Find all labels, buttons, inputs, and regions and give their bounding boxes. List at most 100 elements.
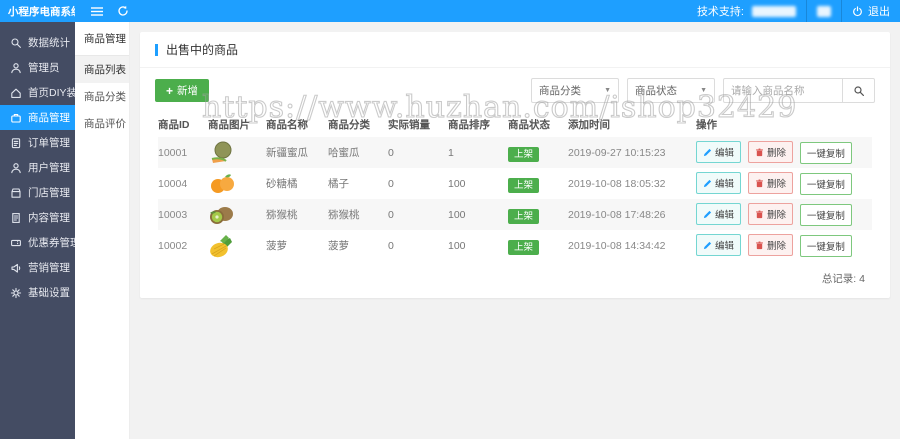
settings-icon xyxy=(10,287,22,298)
col-name: 商品名称 xyxy=(266,118,308,131)
order-icon xyxy=(11,137,21,148)
goods-category: 猕猴桃 xyxy=(328,209,360,221)
add-button[interactable]: + 新增 xyxy=(155,79,210,102)
logout-button[interactable]: 退出 xyxy=(841,0,900,22)
sidebar-item-marketing[interactable]: 营销管理 xyxy=(0,255,75,280)
table-row: 10001 新疆蜜瓜 哈蜜瓜 0 1 上架 2019-09-27 10:15:2… xyxy=(158,137,872,168)
sidebar-item-label: 首页DIY装修 xyxy=(28,87,75,99)
submenu-item-goods-category[interactable]: 商品分类 xyxy=(84,91,126,103)
table-row: 10003 猕猴桃 猕猴桃 0 100 上架 2019-10-08 17:48:… xyxy=(158,199,872,230)
refresh-icon[interactable] xyxy=(117,5,129,17)
caret-down-icon: ▼ xyxy=(604,87,611,94)
goods-category: 哈蜜瓜 xyxy=(328,147,360,159)
total-label: 总记录: xyxy=(821,273,857,285)
category-select[interactable]: 商品分类 ▼ xyxy=(531,78,619,103)
goods-time: 2019-10-08 18:05:32 xyxy=(568,177,666,190)
section-accent-bar xyxy=(155,43,158,56)
goods-name: 菠萝 xyxy=(266,240,287,252)
col-image: 商品图片 xyxy=(208,118,250,131)
goods-sort: 1 xyxy=(448,146,454,159)
support-area: 技术支持: xyxy=(687,0,806,22)
goods-name: 新疆蜜瓜 xyxy=(266,147,308,159)
submenu-item-goods-list[interactable]: 商品列表 xyxy=(75,56,129,83)
col-actions: 操作 xyxy=(696,118,717,131)
edit-button[interactable]: 编辑 xyxy=(696,203,742,226)
sidebar-item-users[interactable]: 用户管理 xyxy=(0,155,75,180)
goods-sales: 0 xyxy=(388,146,394,159)
sidebar-item-stores[interactable]: 门店管理 xyxy=(0,180,75,205)
copy-button[interactable]: 一键复制 xyxy=(799,203,852,226)
sidebar-item-home-diy[interactable]: 首页DIY装修 xyxy=(0,80,75,105)
edit-button[interactable]: 编辑 xyxy=(696,141,742,164)
sidebar-item-data-stats[interactable]: 数据统计 xyxy=(0,30,75,55)
goods-category: 菠萝 xyxy=(328,240,349,252)
sidebar-item-content[interactable]: 内容管理 xyxy=(0,205,75,230)
pencil-icon xyxy=(703,210,712,218)
section-header: 出售中的商品 xyxy=(140,32,890,68)
goods-sort: 100 xyxy=(448,239,466,252)
user-icon xyxy=(11,162,21,173)
product-image-hami-melon xyxy=(211,141,232,163)
pencil-icon xyxy=(703,241,712,249)
col-status: 商品状态 xyxy=(508,118,550,131)
edit-button[interactable]: 编辑 xyxy=(696,172,742,195)
product-image-kiwi xyxy=(210,206,233,224)
goods-id: 10002 xyxy=(158,239,188,252)
goods-time: 2019-09-27 10:15:23 xyxy=(568,146,666,159)
redacted-user-area xyxy=(806,0,841,22)
goods-id: 10001 xyxy=(158,146,188,159)
delete-button[interactable]: 删除 xyxy=(747,203,793,226)
admin-icon xyxy=(11,62,21,73)
trash-icon xyxy=(756,179,763,187)
toolbar: + 新增 商品分类 ▼ 商品状态 ▼ xyxy=(140,68,890,111)
status-select-value: 商品状态 xyxy=(635,85,677,97)
status-badge: 上架 xyxy=(508,208,540,224)
submenu-item-goods-review[interactable]: 商品评价 xyxy=(84,118,126,130)
goods-sales: 0 xyxy=(388,208,394,221)
copy-button[interactable]: 一键复制 xyxy=(799,172,852,195)
app-title: 小程序电商系统 xyxy=(8,5,75,18)
search-button[interactable] xyxy=(843,78,875,103)
sidebar-item-admin[interactable]: 管理员 xyxy=(0,55,75,80)
goods-list-card: https://www.huzhan.com/ishop32429 出售中的商品… xyxy=(140,32,890,298)
marketing-icon xyxy=(11,263,21,273)
status-select[interactable]: 商品状态 ▼ xyxy=(627,78,715,103)
total-value: 4 xyxy=(859,273,865,285)
delete-button[interactable]: 删除 xyxy=(747,141,793,164)
sidebar-item-settings[interactable]: 基础设置 xyxy=(0,280,75,305)
goods-name: 砂糖橘 xyxy=(266,178,298,190)
delete-button[interactable]: 删除 xyxy=(747,234,793,257)
menu-collapse-icon[interactable] xyxy=(91,6,103,16)
goods-table: 商品ID 商品图片 商品名称 商品分类 实际销量 商品排序 商品状态 添加时间 … xyxy=(158,111,872,261)
edit-button[interactable]: 编辑 xyxy=(696,234,742,257)
sidebar-item-orders[interactable]: 订单管理 xyxy=(0,130,75,155)
trash-icon xyxy=(756,210,763,218)
delete-button[interactable]: 删除 xyxy=(747,172,793,195)
power-icon xyxy=(853,5,862,16)
col-id: 商品ID xyxy=(158,118,190,131)
goods-id: 10004 xyxy=(158,177,188,190)
trash-icon xyxy=(756,241,763,249)
filters: 商品分类 ▼ 商品状态 ▼ xyxy=(523,78,875,103)
table-footer: 总记录: 4 xyxy=(140,261,890,298)
logout-label: 退出 xyxy=(868,6,890,18)
search-input[interactable] xyxy=(723,78,843,103)
sidebar-item-label: 优惠券管理 xyxy=(28,237,75,249)
store-icon xyxy=(11,187,21,198)
copy-button[interactable]: 一键复制 xyxy=(799,141,852,164)
status-badge: 上架 xyxy=(508,177,540,193)
sidebar-item-coupons[interactable]: 优惠券管理 xyxy=(0,230,75,255)
sidebar-item-label: 管理员 xyxy=(28,62,60,74)
category-select-value: 商品分类 xyxy=(539,85,581,97)
col-category: 商品分类 xyxy=(328,118,370,131)
status-badge: 上架 xyxy=(508,239,540,255)
goods-sales: 0 xyxy=(388,177,394,190)
search-icon xyxy=(853,85,864,96)
goods-time: 2019-10-08 14:34:42 xyxy=(568,239,666,252)
sidebar-item-goods[interactable]: 商品管理 xyxy=(0,105,75,130)
sidebar-item-label: 门店管理 xyxy=(28,187,70,199)
main-content: https://www.huzhan.com/ishop32429 出售中的商品… xyxy=(130,22,900,439)
copy-button[interactable]: 一键复制 xyxy=(799,234,852,257)
goods-category: 橘子 xyxy=(328,178,349,190)
goods-name: 猕猴桃 xyxy=(266,209,298,221)
